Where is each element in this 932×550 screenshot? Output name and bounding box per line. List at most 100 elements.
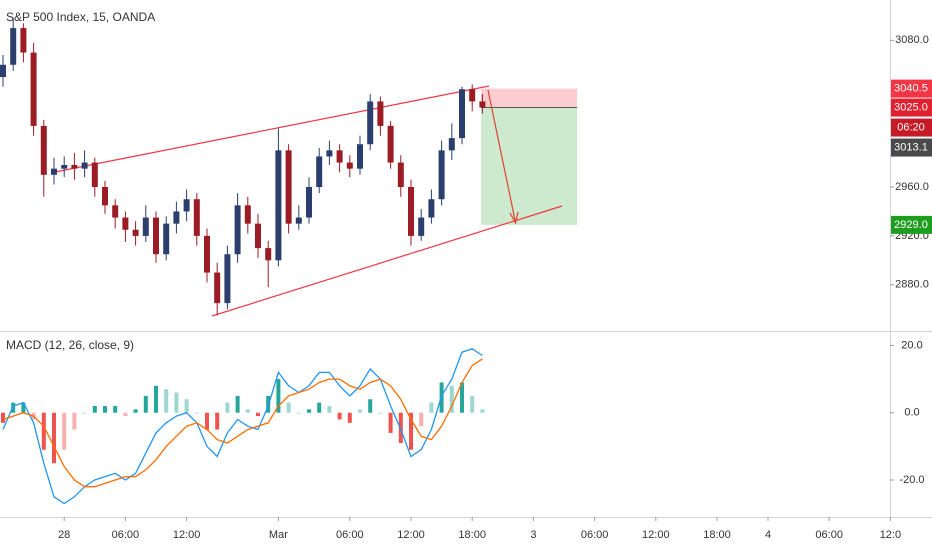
macd-line: [2, 358, 483, 488]
histogram-bar: [205, 412, 209, 430]
price-tag: [891, 98, 932, 117]
x-tick-label: 12:0: [880, 529, 901, 541]
candle-body: [285, 150, 292, 224]
candles: [0, 18, 486, 316]
candle-body: [122, 217, 129, 230]
histogram-bar: [286, 402, 291, 413]
countdown-label: 06:20: [897, 121, 925, 133]
histogram-bar: [368, 399, 373, 413]
histogram-bar: [358, 409, 362, 413]
x-tick-label: 12:00: [173, 529, 201, 541]
y-tick-label: 20.0: [901, 339, 922, 351]
histogram-bar: [307, 409, 311, 413]
histogram-bar: [11, 402, 16, 413]
y-tick-label: 2960.0: [895, 181, 929, 193]
x-tick-label: 18:00: [458, 529, 486, 541]
histogram-bar: [41, 412, 46, 450]
x-tick-label: 3: [530, 529, 536, 541]
candle-body: [81, 162, 88, 169]
price-tag-label: 3040.5: [894, 83, 928, 95]
price-tag-label: 3013.1: [894, 141, 928, 153]
candle-body: [173, 211, 180, 224]
candle-body: [346, 162, 353, 169]
histogram-bar: [103, 406, 107, 413]
histogram-bar: [337, 412, 342, 420]
candle-body: [408, 187, 414, 236]
histogram-bar: [449, 385, 454, 413]
candle-body: [40, 125, 47, 175]
candle-body: [387, 125, 394, 163]
price-tag: [891, 79, 932, 98]
histogram-bar: [276, 379, 281, 413]
histogram-bar: [470, 395, 475, 413]
candle-body: [428, 199, 435, 218]
candle-body: [479, 101, 486, 108]
candle-body: [295, 217, 302, 224]
candle-body: [377, 101, 384, 126]
candle-body: [459, 89, 465, 139]
candle-body: [132, 229, 139, 236]
histogram-bar: [82, 412, 87, 414]
histogram-bar: [194, 412, 199, 414]
channel-lower: [211, 205, 563, 317]
candle-body: [71, 165, 78, 169]
histogram-bar: [72, 412, 77, 430]
chart-title: S&P 500 Index, 15, OANDA: [6, 10, 155, 24]
countdown-tag: [891, 118, 932, 137]
x-tick-label: 12:00: [397, 529, 425, 541]
candle-body: [234, 205, 241, 255]
indicator-title: MACD (12, 26, close, 9): [6, 338, 134, 352]
candle-body: [275, 150, 282, 261]
histogram-bar: [317, 402, 322, 413]
histogram-bar: [460, 382, 464, 413]
x-tick-label: 18:00: [703, 529, 731, 541]
candle-body: [91, 162, 98, 187]
stop-zone: [481, 88, 577, 108]
candle-body: [367, 101, 374, 145]
candle-body: [316, 156, 323, 187]
histogram-bar: [143, 395, 148, 413]
x-tick-label: 06:00: [112, 529, 140, 541]
candle-body: [397, 162, 404, 187]
histogram-bar: [409, 412, 413, 450]
price-tag: [891, 138, 932, 157]
histogram-bar: [296, 412, 301, 414]
histogram-bar: [164, 389, 169, 413]
histogram-bar: [347, 412, 352, 423]
candle-body: [438, 150, 445, 200]
candle-body: [214, 272, 221, 304]
candle-body: [51, 168, 57, 175]
macd-pane: [1, 348, 485, 505]
candle-body: [255, 223, 261, 249]
y-tick-label: 2880.0: [895, 279, 929, 291]
histogram-bar: [225, 402, 230, 413]
histogram-bar: [256, 412, 260, 417]
candle-body: [10, 28, 17, 65]
x-tick-label: Mar: [269, 529, 288, 541]
histogram-bar: [480, 409, 485, 413]
y-tick-label: 3080.0: [895, 34, 929, 46]
histogram-bar: [133, 409, 138, 413]
candle-body: [102, 187, 108, 206]
candle-body: [224, 254, 231, 304]
histogram-bar: [419, 412, 424, 427]
candle-body: [163, 223, 170, 255]
candle-body: [183, 199, 190, 212]
x-tick-label: 12:00: [642, 529, 670, 541]
position-tool: [481, 88, 577, 225]
candle-body: [193, 199, 200, 236]
candle-body: [112, 205, 119, 218]
x-tick-label: 06:00: [815, 529, 843, 541]
histogram-bar: [215, 412, 220, 430]
candle-body: [61, 165, 68, 169]
candle-body: [336, 150, 343, 163]
axes: 28 06:00 12:00 Mar 06:00 12:00 18:00 3 06:00 12:0…: [58, 34, 932, 541]
x-tick-label: 4: [765, 529, 771, 541]
candle-body: [30, 52, 37, 126]
histogram-bar: [62, 412, 67, 450]
histogram-bar: [245, 409, 250, 413]
x-tick-label: 06:00: [581, 529, 609, 541]
